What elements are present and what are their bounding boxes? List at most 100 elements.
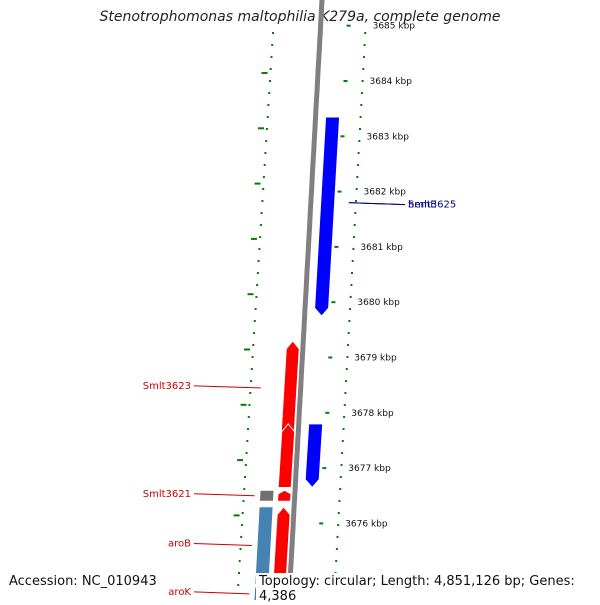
ring-dot: [244, 476, 246, 478]
ring-dot: [259, 236, 262, 238]
ring-dot: [254, 308, 257, 310]
ring-dot: [355, 200, 357, 202]
ring-dot: [351, 260, 354, 262]
ring-dot: [269, 80, 271, 82]
gene-labels: Smlt3625 Smlt3623 hemE Smlt3621 aroB aroK: [143, 200, 457, 598]
ring-dot: [264, 152, 267, 154]
ring-dot: [242, 500, 245, 502]
ring-dot: [243, 488, 246, 490]
gene-feature: [258, 489, 275, 502]
gene-label: Smlt3623: [143, 381, 191, 392]
scale-tick-label: 3684 kbp: [370, 77, 413, 87]
ring-tick: [240, 403, 247, 406]
ring-dot: [347, 344, 350, 346]
gene-features: [253, 116, 341, 600]
outer-tick-ring: [333, 32, 367, 586]
ring-dot: [347, 332, 350, 334]
scale-tick-mark: [325, 411, 330, 414]
ring-dot: [362, 56, 365, 58]
scale-tick-label: 3680 kbp: [357, 298, 400, 308]
ring-dot: [353, 224, 356, 226]
ring-dot: [357, 152, 360, 154]
gene-label-leader: [193, 591, 250, 595]
ring-dot: [247, 428, 249, 430]
ring-dot: [353, 236, 355, 238]
ring-dot: [263, 164, 266, 166]
scale-tick-mark: [337, 190, 342, 193]
ring-dot: [364, 32, 367, 34]
scale-tick-label: 3679 kbp: [354, 354, 397, 364]
scale-tick-label: 3676 kbp: [345, 519, 388, 529]
ring-dot: [252, 344, 255, 346]
gene-label: aroK: [168, 587, 191, 598]
ring-dot: [241, 524, 243, 526]
gene-feature: [314, 116, 341, 317]
ring-dot: [356, 176, 359, 178]
scale-tick-label: 3678 kbp: [351, 409, 394, 419]
ring-tick: [254, 182, 261, 185]
ring-tick: [258, 127, 264, 130]
ring-dot: [253, 320, 256, 322]
ring-dot: [265, 140, 268, 142]
topology-text: Topology: circular; Length: 4,851,126 bp…: [256, 573, 600, 605]
scale-tick-label: 3677 kbp: [348, 464, 391, 474]
ring-tick: [261, 72, 268, 74]
ring-dot: [267, 104, 270, 106]
gene-label: Smlt3625: [408, 200, 456, 211]
ring-dot: [262, 188, 265, 190]
ring-dot: [340, 464, 343, 466]
ring-dot: [247, 416, 250, 418]
gene-label: Smlt3621: [143, 489, 191, 500]
scale-tick-mark: [331, 301, 336, 304]
ring-dot: [251, 356, 254, 358]
ring-dot: [256, 272, 259, 274]
gene-label: aroB: [168, 539, 191, 550]
ring-dot: [239, 548, 242, 550]
ring-tick: [237, 459, 244, 462]
ring-dot: [259, 224, 262, 226]
ring-dot: [360, 92, 363, 94]
ring-dot: [244, 464, 247, 466]
ring-dot: [359, 116, 362, 118]
ring-tick: [233, 514, 240, 517]
ring-dot: [339, 488, 342, 490]
scale-tick-mark: [343, 80, 348, 82]
ring-dot: [343, 404, 346, 406]
ring-dot: [345, 380, 348, 382]
ring-dot: [362, 68, 365, 70]
scale-tick-label: 3682 kbp: [364, 188, 407, 198]
ring-dot: [268, 92, 271, 94]
scale-tick-mark: [322, 467, 327, 470]
ring-dot: [257, 260, 260, 262]
ring-dot: [341, 440, 344, 442]
ring-dot: [352, 248, 355, 250]
ring-dot: [349, 296, 352, 298]
scale-tick-mark: [328, 356, 333, 359]
scale-ticks: 3685 kbp 3684 kbp 3683 kbp 3682 kbp 3681 kbp…: [319, 22, 415, 529]
ring-dot: [265, 128, 268, 130]
ring-dot: [250, 368, 253, 370]
ring-dot: [338, 500, 341, 502]
scale-tick-mark: [340, 135, 345, 138]
ring-dot: [360, 104, 363, 106]
ring-dot: [261, 200, 264, 202]
ring-tick: [247, 293, 254, 296]
ring-dot: [255, 296, 258, 298]
ring-dot: [335, 548, 338, 550]
ring-dot: [271, 44, 274, 46]
gene-label: hemE: [408, 200, 437, 211]
ring-dot: [355, 188, 358, 190]
ring-dot: [250, 380, 253, 382]
ring-dot: [336, 536, 339, 538]
ring-tick: [251, 237, 257, 240]
ring-dot: [270, 56, 273, 58]
ring-dot: [253, 332, 256, 334]
gene-feature: [304, 423, 324, 489]
ring-dot: [258, 248, 261, 250]
ring-dot: [237, 584, 240, 586]
genome-backbone: [286, 0, 325, 600]
scale-tick-mark: [346, 24, 351, 27]
ring-dot: [262, 176, 265, 178]
gene-label-leader: [193, 493, 255, 497]
